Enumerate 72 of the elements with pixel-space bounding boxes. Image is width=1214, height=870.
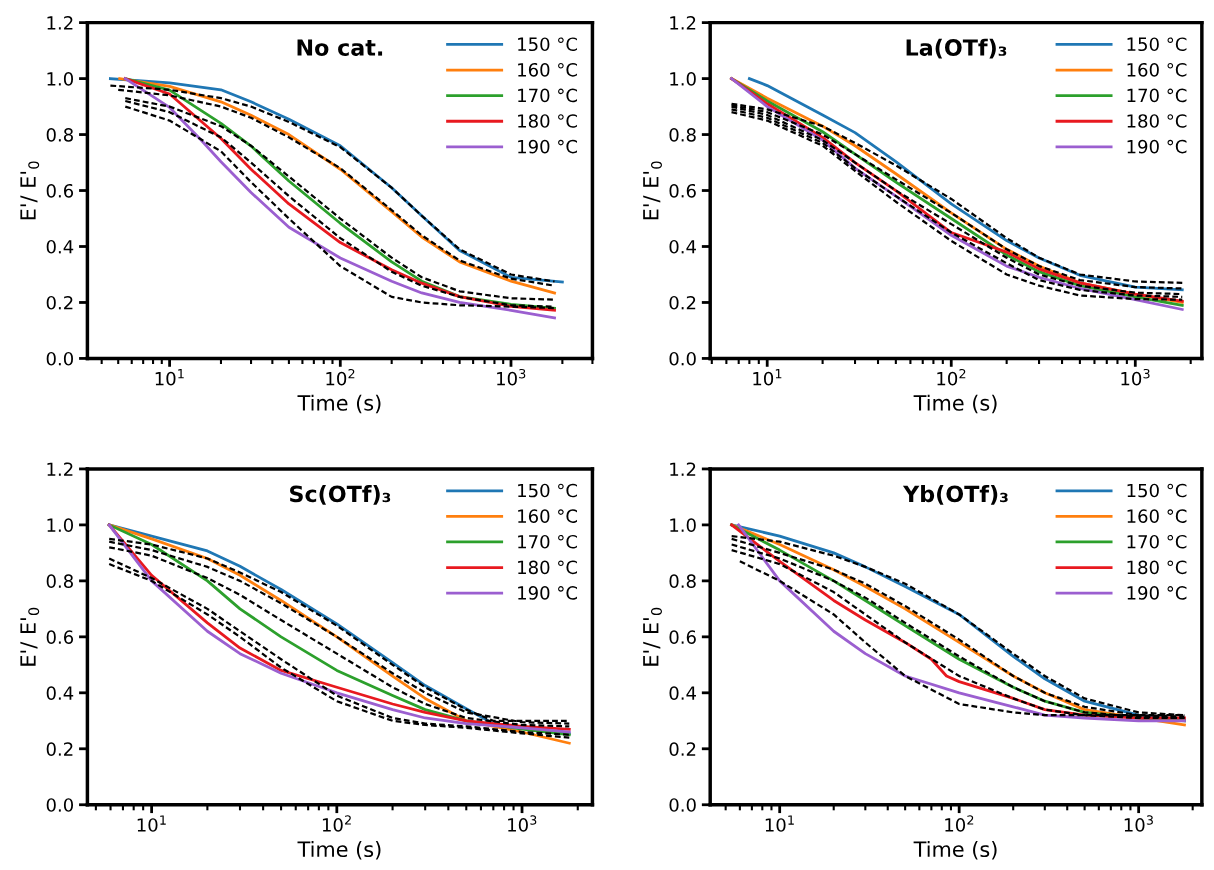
y-tick-label: 0.4 <box>669 239 696 254</box>
legend-label: 160 °C <box>518 509 578 523</box>
x-axis-title: Time (s) <box>297 394 381 414</box>
y-tick-label: 1.0 <box>670 518 696 533</box>
text: Sc(OTf)₃ <box>290 485 391 505</box>
y-axis-title: E'/ E'$_{0}$ <box>643 161 662 220</box>
x-tick-label: 10$^{2}$ <box>945 815 974 832</box>
y-tick-label: 0.8 <box>669 128 696 142</box>
y-tick-label: 0.8 <box>669 574 696 588</box>
x-tick-label: 10$^{1}$ <box>765 815 794 832</box>
y-tick-label: 1.2 <box>670 462 696 476</box>
y-axis-title: E'/ E'$_{0}$ <box>20 607 40 666</box>
y-tick-label: 0.2 <box>669 742 696 756</box>
legend-label: 160 °C <box>518 62 578 77</box>
text: La(OTf)₃ <box>906 38 1007 59</box>
legend-label: 190 °C <box>1127 139 1187 154</box>
y-tick-label: 0.4 <box>46 686 74 700</box>
legend-label: 150 °C <box>518 37 578 52</box>
y-axis-title: E'/ E'$_{0}$ <box>643 607 662 666</box>
text: No cat. <box>297 39 383 56</box>
y-tick-label: 0.8 <box>46 574 73 588</box>
x-tick-label: 10$^{2}$ <box>322 815 351 832</box>
y-tick-label: 1.2 <box>47 462 73 476</box>
y-tick-label: 1.0 <box>47 518 74 533</box>
legend-label: 180 °C <box>518 114 578 128</box>
y-tick-label: 0.0 <box>669 351 696 366</box>
y-tick-label: 0.6 <box>669 183 696 198</box>
x-tick-label: 10$^{3}$ <box>1124 815 1153 832</box>
x-tick-label: 10$^{1}$ <box>137 815 166 832</box>
y-tick-label: 1.0 <box>670 72 696 86</box>
y-tick-label: 0.0 <box>669 798 696 812</box>
y-tick-label: 0.6 <box>46 630 74 644</box>
x-axis-title: Time (s) <box>913 394 997 414</box>
x-tick-label: 10$^{3}$ <box>497 368 526 386</box>
legend-label: 180 °C <box>518 560 578 575</box>
y-tick-label: 0.0 <box>46 351 74 366</box>
legend-label: 160 °C <box>1127 509 1187 523</box>
y-axis-title: E'/ E'$_{0}$ <box>20 161 40 220</box>
x-tick-label: 10$^{3}$ <box>508 815 537 832</box>
y-tick-label: 1.2 <box>670 16 696 30</box>
legend-label: 170 °C <box>518 534 578 549</box>
legend-label: 180 °C <box>1127 560 1187 575</box>
x-tick-label: 10$^{1}$ <box>753 369 782 386</box>
y-tick-label: 0.6 <box>669 630 696 644</box>
y-tick-label: 0.8 <box>46 128 73 142</box>
x-axis-title: Time (s) <box>913 840 997 860</box>
y-tick-label: 1.2 <box>47 16 73 30</box>
y-tick-label: 0.0 <box>46 798 74 812</box>
legend-label: 170 °C <box>1127 88 1187 103</box>
y-tick-label: 1.0 <box>47 72 74 86</box>
x-axis-title: Time (s) <box>297 840 381 860</box>
x-tick-label: 10$^{1}$ <box>155 369 184 386</box>
legend-label: 170 °C <box>518 88 578 103</box>
legend-label: 150 °C <box>518 483 578 498</box>
y-tick-label: 0.2 <box>46 295 73 310</box>
x-tick-label: 10$^{2}$ <box>326 368 355 386</box>
legend-label: 190 °C <box>518 586 578 600</box>
legend-label: 160 °C <box>1127 62 1187 77</box>
text: Yb(OTf)₃ <box>902 485 1008 505</box>
legend-label: 170 °C <box>1127 534 1187 549</box>
legend-label: 150 °C <box>1127 37 1187 52</box>
legend-label: 190 °C <box>1127 586 1187 600</box>
y-tick-label: 0.4 <box>669 686 696 700</box>
x-tick-label: 10$^{2}$ <box>937 368 966 386</box>
y-tick-label: 0.2 <box>46 742 73 756</box>
y-tick-label: 0.2 <box>669 295 696 310</box>
x-tick-label: 10$^{3}$ <box>1121 368 1150 386</box>
y-tick-label: 0.6 <box>46 183 74 198</box>
y-tick-label: 0.4 <box>46 239 74 254</box>
legend-label: 150 °C <box>1127 483 1187 498</box>
legend-label: 180 °C <box>1127 114 1187 128</box>
legend-label: 190 °C <box>518 139 578 154</box>
